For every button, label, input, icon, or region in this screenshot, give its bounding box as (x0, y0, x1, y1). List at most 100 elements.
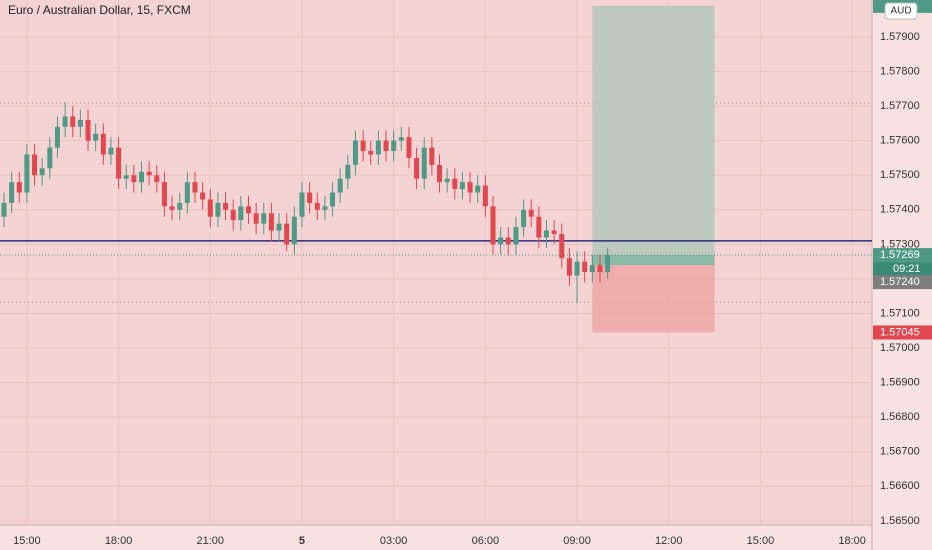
x-tick-label: 03:00 (380, 535, 408, 547)
candle-body (360, 140, 366, 152)
candle-body (383, 140, 389, 152)
candle-body (154, 175, 160, 183)
candle-body (223, 202, 229, 210)
candle-body (54, 126, 60, 148)
y-tick-label: 1.57700 (880, 100, 920, 112)
candle-body (597, 265, 603, 273)
candle-body (215, 202, 221, 217)
candle-body (268, 213, 274, 231)
candle-body (475, 185, 481, 193)
x-tick-label: 18:00 (105, 535, 133, 547)
candle-body (192, 182, 198, 193)
candle-body (245, 206, 251, 214)
candle-body (9, 182, 15, 203)
candle-body (70, 116, 76, 127)
candle-body (146, 171, 152, 176)
y-tick-label: 1.56900 (880, 377, 920, 389)
x-tick-label: 18:00 (838, 535, 866, 547)
candle-body (498, 237, 504, 245)
candle-body (452, 178, 458, 190)
candle-body (314, 202, 320, 210)
last-price-tag: 1.57269 (880, 249, 920, 261)
candle-body (368, 151, 374, 155)
time-axis-background (0, 525, 872, 550)
candle-body (47, 147, 53, 169)
candle-body (32, 154, 38, 176)
candle-body (322, 206, 328, 210)
candle-body (467, 182, 473, 193)
entry-tag-bg (873, 275, 932, 290)
y-tick-label: 1.57100 (880, 307, 920, 319)
y-tick-label: 1.56500 (880, 515, 920, 527)
candle-body (85, 119, 91, 141)
y-tick-label: 1.57000 (880, 342, 920, 354)
y-tick-label: 1.56800 (880, 411, 920, 423)
candle-body (123, 175, 129, 179)
candle-body (200, 192, 206, 200)
y-tick-label: 1.57900 (880, 31, 920, 43)
candle-body (490, 206, 496, 245)
candle-body (536, 216, 542, 238)
countdown-bg (873, 262, 932, 277)
candle-body (291, 216, 297, 245)
stop-tag-bg (873, 325, 932, 340)
candle-body (406, 137, 412, 158)
last-price-tag-bg (873, 248, 932, 263)
candle-body (184, 182, 190, 203)
x-tick-label: 12:00 (655, 535, 683, 547)
candle-body (375, 140, 381, 155)
candle-body (414, 157, 420, 179)
candle-body (169, 206, 175, 210)
candle-body (513, 227, 519, 245)
candle-body (131, 175, 137, 183)
candle-body (299, 192, 305, 217)
x-tick-label: 09:00 (563, 535, 591, 547)
candle-body (284, 223, 290, 245)
candle-body (261, 213, 267, 224)
candle-body (551, 230, 557, 234)
candle-body (24, 154, 30, 193)
candle-body (444, 178, 450, 183)
plot-background (0, 0, 872, 525)
candle-body (230, 209, 236, 221)
candle-body (253, 213, 259, 224)
candle-body (482, 185, 488, 207)
y-tick-label: 1.57500 (880, 169, 920, 181)
x-tick-label: 21:00 (197, 535, 225, 547)
x-tick-label: 06:00 (472, 535, 500, 547)
y-tick-label: 1.56700 (880, 446, 920, 458)
candle-body (238, 206, 244, 221)
candle-body (39, 168, 45, 176)
candle-body (582, 261, 588, 273)
entry-tag: 1.57240 (880, 276, 920, 288)
candle-body (429, 147, 435, 165)
candle-body (330, 192, 336, 207)
candle-body (161, 182, 167, 207)
candle-body (559, 233, 565, 259)
candle-body (108, 147, 114, 155)
candle-body (421, 147, 427, 179)
currency-label: AUD (890, 6, 911, 17)
candle-body (352, 140, 358, 165)
y-tick-label: 1.57800 (880, 65, 920, 77)
target-zone (592, 5, 715, 266)
currency-button[interactable] (884, 2, 918, 20)
candle-body (521, 209, 527, 228)
candle-body (77, 119, 83, 127)
y-tick-label: 1.56600 (880, 480, 920, 492)
candle-body (605, 254, 611, 273)
x-tick-label: 5 (299, 535, 305, 547)
candle-body (589, 265, 595, 273)
candle-body (100, 133, 106, 155)
candle-body (391, 140, 397, 152)
y-tick-label: 1.57600 (880, 135, 920, 147)
candle-body (543, 230, 549, 238)
countdown: 09:21 (893, 263, 921, 275)
candle-body (345, 164, 351, 179)
stop-tag: 1.57045 (880, 326, 920, 338)
candle-body (93, 133, 99, 141)
candle-body (337, 178, 343, 193)
candle-body (116, 147, 122, 179)
candle-body (62, 116, 68, 127)
